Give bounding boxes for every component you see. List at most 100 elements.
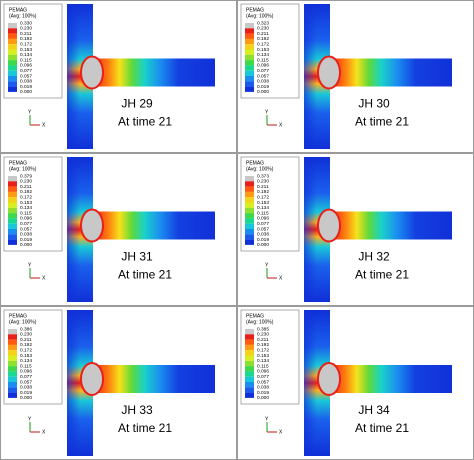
legend-swatch (8, 86, 17, 92)
legend-swatch (245, 76, 254, 82)
horizontal-plate (93, 365, 215, 393)
legend-value: 0.115 (257, 210, 269, 216)
legend-value: 0.134 (20, 358, 32, 364)
weld (317, 362, 341, 396)
legend-swatch (245, 387, 254, 393)
panel: PEMAG(Avg: 100%)0.3730.2300.2110.1920.17… (237, 153, 474, 306)
legend-swatch (245, 81, 254, 87)
legend-swatch (8, 181, 17, 187)
legend-value: 0.211 (20, 31, 32, 37)
weld (80, 208, 104, 243)
legend-swatch (8, 28, 17, 34)
legend-swatch (245, 392, 254, 398)
legend-value: 0.077 (257, 374, 269, 380)
legend-value: 0.192 (20, 189, 32, 195)
legend-swatch (245, 176, 254, 182)
legend-value: 0.019 (20, 84, 32, 90)
legend-swatch (245, 65, 254, 71)
panel: PEMAG(Avg: 100%)0.3230.2300.2110.1920.17… (237, 0, 474, 153)
legend: PEMAG(Avg: 100%)0.3850.2300.2110.1920.17… (240, 309, 300, 405)
legend-swatch (245, 60, 254, 66)
legend-swatch (8, 392, 17, 398)
time-label: At time 21 (355, 421, 409, 435)
legend: PEMAG(Avg: 100%)0.3790.2300.2110.1920.17… (3, 156, 63, 252)
legend-swatch (8, 229, 17, 235)
legend-swatch (8, 239, 17, 245)
legend-swatch (245, 366, 254, 372)
legend-swatch (8, 355, 17, 361)
legend-swatch (245, 329, 254, 335)
legend-swatch (8, 197, 17, 203)
legend-swatch (8, 218, 17, 224)
legend-swatch (245, 355, 254, 361)
legend-swatch (8, 213, 17, 219)
legend-value: 0.000 (257, 395, 269, 401)
weld (317, 55, 341, 90)
legend-value: 0.057 (20, 379, 32, 385)
legend-swatch (8, 234, 17, 240)
time-label: At time 21 (118, 115, 172, 129)
legend-value: 0.153 (20, 47, 32, 53)
legend-value: 0.192 (20, 342, 32, 348)
legend-value: 0.115 (20, 363, 32, 369)
legend-value: 0.077 (257, 221, 269, 227)
legend-value: 0.211 (257, 31, 269, 37)
legend-value: 0.096 (20, 63, 32, 69)
legend-swatch (8, 60, 17, 66)
legend-value: 0.385 (257, 326, 269, 332)
legend-swatch (8, 76, 17, 82)
legend-title: PEMAG (9, 7, 27, 13)
legend-value: 0.230 (20, 179, 32, 185)
triad-x-label: X (279, 275, 283, 281)
legend-swatch (245, 202, 254, 208)
legend-value: 0.172 (20, 41, 32, 47)
legend-swatch (245, 213, 254, 219)
legend-value: 0.019 (20, 237, 32, 243)
legend-swatch (245, 181, 254, 187)
legend-value: 0.192 (257, 36, 269, 42)
legend-swatch (8, 23, 17, 29)
legend-value: 0.038 (20, 385, 32, 391)
legend-value: 0.096 (20, 216, 32, 222)
legend-value: 0.172 (257, 194, 269, 200)
horizontal-plate (330, 211, 452, 240)
legend-swatch (245, 186, 254, 192)
panel: PEMAG(Avg: 100%)0.3860.2300.2110.1920.17… (0, 306, 237, 460)
legend-value: 0.230 (20, 26, 32, 32)
triad-y-label: Y (28, 109, 32, 115)
legend-swatch (245, 44, 254, 50)
legend-title: PEMAG (9, 160, 27, 166)
legend-value: 0.172 (20, 194, 32, 200)
legend-value: 0.153 (20, 353, 32, 359)
legend-value: 0.057 (257, 73, 269, 79)
triad-x-label: X (279, 429, 283, 435)
legend-swatch (245, 382, 254, 388)
legend-swatch (8, 44, 17, 50)
legend-swatch (8, 191, 17, 198)
legend-swatch (245, 339, 254, 345)
legend-value: 0.134 (20, 52, 32, 58)
legend-swatch (245, 207, 254, 214)
horizontal-plate (330, 365, 452, 393)
legend-swatch (8, 344, 17, 351)
legend-value: 0.096 (257, 216, 269, 222)
legend-swatch (8, 65, 17, 71)
legend-value: 0.192 (20, 36, 32, 42)
panel: PEMAG(Avg: 100%)0.3300.2300.2110.1920.17… (0, 0, 237, 153)
legend-value: 0.230 (257, 26, 269, 32)
legend-value: 0.019 (257, 84, 269, 90)
legend-value: 0.019 (257, 390, 269, 396)
legend-value: 0.330 (20, 20, 32, 26)
legend-value: 0.379 (20, 173, 32, 179)
legend-value: 0.373 (257, 173, 269, 179)
legend-swatch (245, 191, 254, 198)
legend-value: 0.038 (20, 232, 32, 238)
legend-value: 0.192 (257, 342, 269, 348)
legend-swatch (8, 207, 17, 214)
legend-swatch (245, 360, 254, 367)
specimen-label: JH 31 (121, 250, 153, 264)
legend-value: 0.077 (20, 68, 32, 74)
time-label: At time 21 (355, 268, 409, 282)
legend-value: 0.038 (257, 232, 269, 238)
legend-value: 0.134 (257, 52, 269, 58)
